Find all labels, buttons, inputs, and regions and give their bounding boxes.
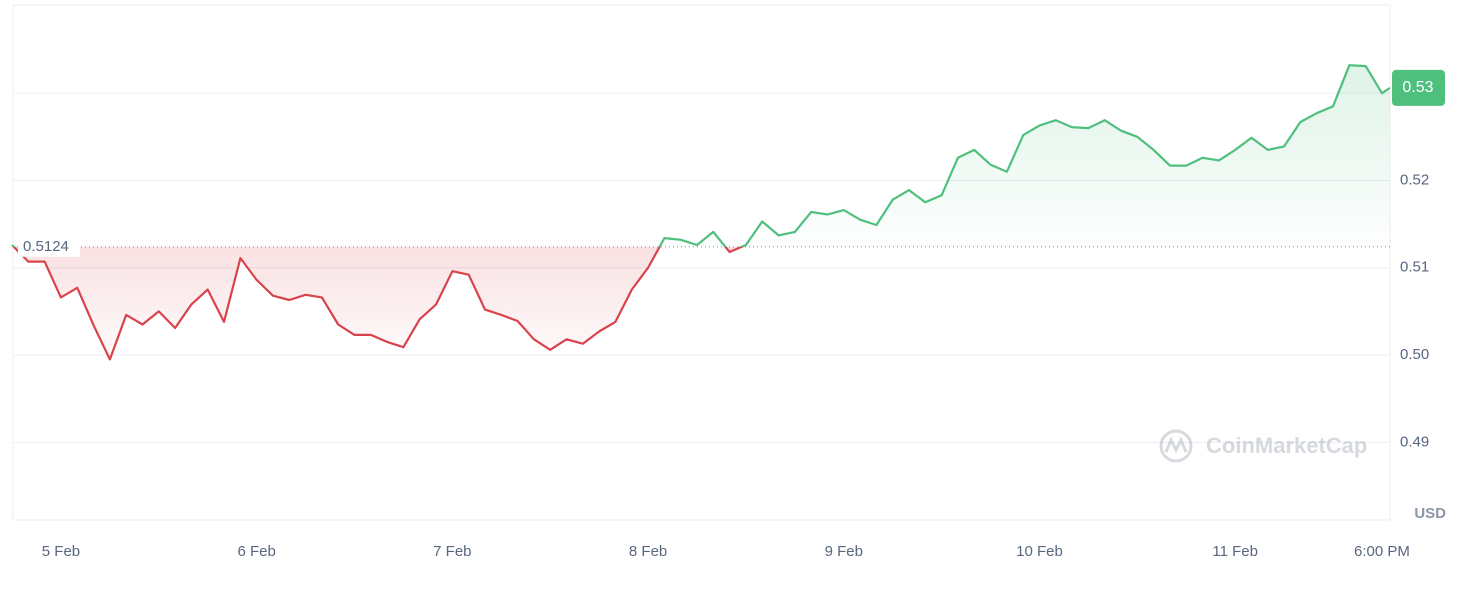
baseline-label-bg: [18, 236, 80, 257]
watermark-logo: [1164, 436, 1188, 454]
x-tick-label: 5 Feb: [42, 543, 80, 560]
current-price-badge: [1392, 69, 1445, 106]
x-tick-label: 11 Feb: [1212, 543, 1258, 560]
watermark-text: CoinMarketCap: [1206, 433, 1367, 458]
y-tick-label: 0.51: [1400, 259, 1429, 276]
x-tick-label: 6:00 PM: [1354, 543, 1410, 560]
x-tick-label: 7 Feb: [433, 543, 471, 560]
watermark: CoinMarketCap: [1159, 429, 1367, 463]
area: [12, 65, 1390, 360]
y-tick-label: 0.49: [1400, 433, 1429, 450]
price-line: [11, 64, 1391, 361]
plot: [11, 64, 1391, 361]
y-tick-label: 0.52: [1400, 171, 1429, 188]
x-tick-label: 8 Feb: [629, 543, 667, 560]
currency-label: USD: [1414, 505, 1446, 522]
x-tick-label: 10 Feb: [1016, 543, 1063, 560]
y-tick-label: 0.50: [1400, 346, 1429, 363]
x-tick-label: 6 Feb: [237, 543, 275, 560]
watermark-logo: [1159, 429, 1193, 463]
x-tick-label: 9 Feb: [825, 543, 863, 560]
current-price-label: 0.53: [1402, 79, 1433, 96]
grid: [13, 92, 1390, 443]
baseline-label: 0.5124: [23, 238, 69, 255]
